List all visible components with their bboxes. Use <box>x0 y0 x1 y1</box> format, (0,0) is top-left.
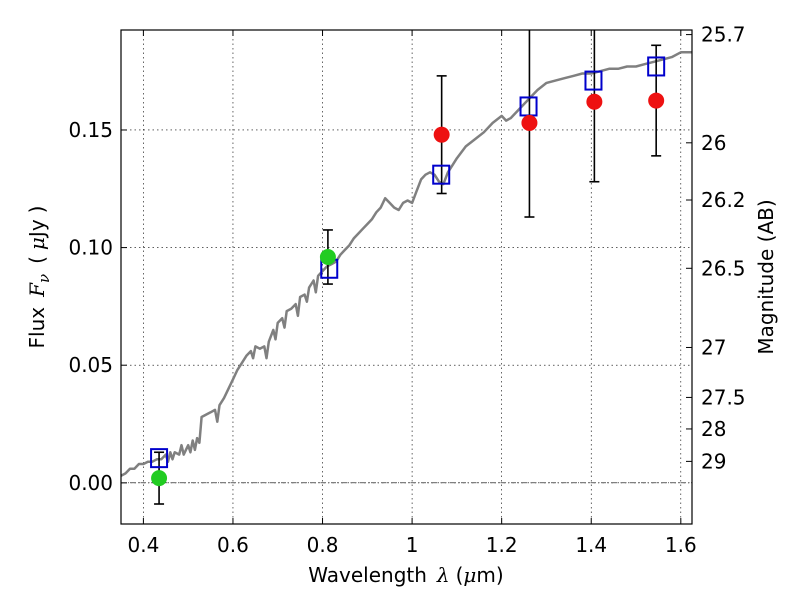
model-point <box>647 56 666 77</box>
template-spectrum-line <box>121 51 692 477</box>
x-tick-label: 1.6 <box>665 533 697 557</box>
observed-point <box>433 126 450 143</box>
x-tick-label: 0.8 <box>307 533 339 557</box>
y2-tick-label: 29 <box>701 449 726 473</box>
y2-tick-label: 26.2 <box>701 188 746 212</box>
y2-tick-label: 27 <box>701 335 726 359</box>
y2-tick-label: 26 <box>701 131 726 155</box>
y2-tick-label: 25.7 <box>701 23 746 47</box>
observed-point <box>586 93 603 110</box>
model-point <box>150 448 169 469</box>
observed-point <box>151 470 168 487</box>
x-tick-label: 1.2 <box>486 533 518 557</box>
y-tick-label: 0.15 <box>68 118 113 142</box>
y2-axis-ticks: 25.7 26 26.2 26.5 27 27.5 28 29 <box>686 23 746 473</box>
observed-point <box>319 249 336 266</box>
x-tick-label: 0.6 <box>217 533 249 557</box>
y-axis-title: FluxFν(μJy) <box>25 206 53 349</box>
x-axis-ticks: 0.4 0.6 0.8 1 1.2 1.4 1.6 <box>127 30 697 557</box>
model-point <box>432 164 451 185</box>
observed-point <box>648 92 665 109</box>
y2-tick-label: 28 <box>701 417 726 441</box>
observed-point <box>521 114 538 131</box>
y2-tick-label: 26.5 <box>701 256 746 280</box>
x-tick-label: 1 <box>406 533 419 557</box>
y-axis-ticks: 0.00 0.05 0.10 0.15 <box>68 118 127 495</box>
y-tick-label: 0.05 <box>68 353 113 377</box>
model-point <box>584 70 603 91</box>
observed-points <box>151 92 665 487</box>
y-tick-label: 0.10 <box>68 236 113 260</box>
x-tick-label: 1.4 <box>575 533 607 557</box>
grid-lines <box>121 30 692 524</box>
x-tick-label: 0.4 <box>127 533 159 557</box>
y2-axis-title: Magnitude (AB) <box>754 199 778 354</box>
y2-tick-label: 27.5 <box>701 385 746 409</box>
y-tick-label: 0.00 <box>68 471 113 495</box>
x-axis-title: Wavelength λ (μm) <box>308 563 503 587</box>
plot-frame <box>120 29 693 525</box>
